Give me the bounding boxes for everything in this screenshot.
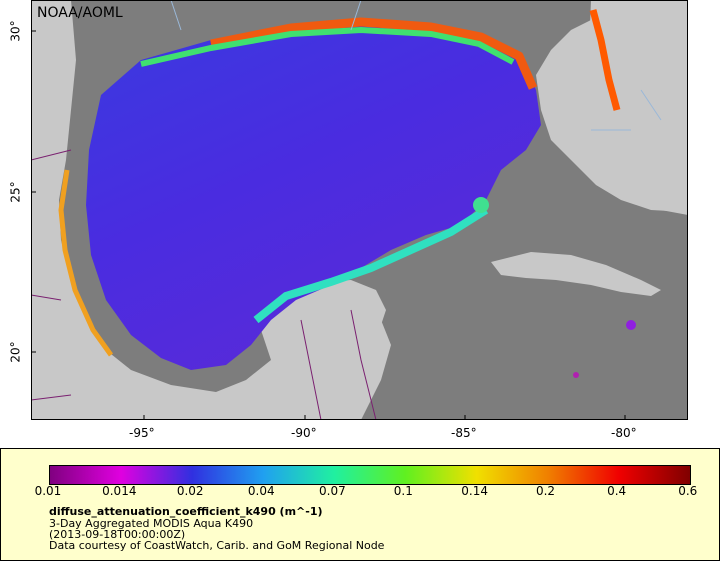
time-label: (2013-09-18T00:00:00Z) (49, 528, 186, 541)
colorbar-tick-label: 0.6 (678, 484, 698, 498)
colorbar-tick-label: 0.02 (176, 484, 204, 498)
colorbar-tick-label: 0.1 (393, 484, 413, 498)
y-tick-label: 20° (8, 341, 23, 363)
colorbar (49, 465, 691, 485)
axis-ticks (31, 30, 626, 420)
purple-patch (626, 320, 636, 330)
florida-land (589, 0, 688, 215)
political-border (31, 149, 377, 420)
map-border (31, 0, 688, 420)
gulf-of-mexico-map (31, 0, 688, 420)
x-tick-label: -90° (291, 426, 317, 440)
florida-shelf-band (589, 9, 621, 111)
source-label: NOAA/AOML (37, 5, 123, 21)
legend-panel: 0.01 0.014 0.02 0.04 0.07 0.1 0.14 0.2 0.4 0.6 di… (0, 448, 720, 561)
colorbar-tick-label: 0.04 (247, 484, 275, 498)
x-tick-label: -95° (129, 426, 155, 440)
cuba-land (491, 252, 661, 296)
colorbar-tick-label: 0.14 (461, 484, 488, 498)
colorbar-tick-label: 0.07 (319, 484, 346, 498)
y-tick-label: 25° (8, 181, 23, 203)
map-frame: NOAA/AOML (31, 0, 688, 420)
x-tick-label: -85° (451, 426, 477, 440)
mexico-land (31, 0, 391, 420)
campeche-bank-band (253, 206, 489, 324)
gulf-water-k490 (86, 20, 541, 370)
variable-name: diffuse_attenuation_coefficient_k490 (m^… (49, 505, 323, 518)
purple-patch (573, 372, 579, 378)
north-coast-green-band (140, 26, 515, 67)
dataset-name: 3-Day Aggregated MODIS Aqua K490 (49, 517, 254, 530)
north-coast-turbid-band (210, 17, 538, 90)
y-tick-label: 30° (8, 20, 23, 42)
colorbar-tick-label: 0.2 (535, 484, 556, 498)
credit-label: Data courtesy of CoastWatch, Carib. and … (49, 539, 385, 552)
west-coast-turbid-band (58, 169, 114, 357)
river (170, 0, 662, 131)
colorbar-tick-label: 0.014 (102, 484, 137, 498)
colorbar-tick-label: 0.01 (34, 484, 62, 498)
colorbar-tick-label: 0.4 (607, 484, 627, 498)
x-tick-label: -80° (611, 426, 637, 440)
green-patch (473, 197, 489, 213)
